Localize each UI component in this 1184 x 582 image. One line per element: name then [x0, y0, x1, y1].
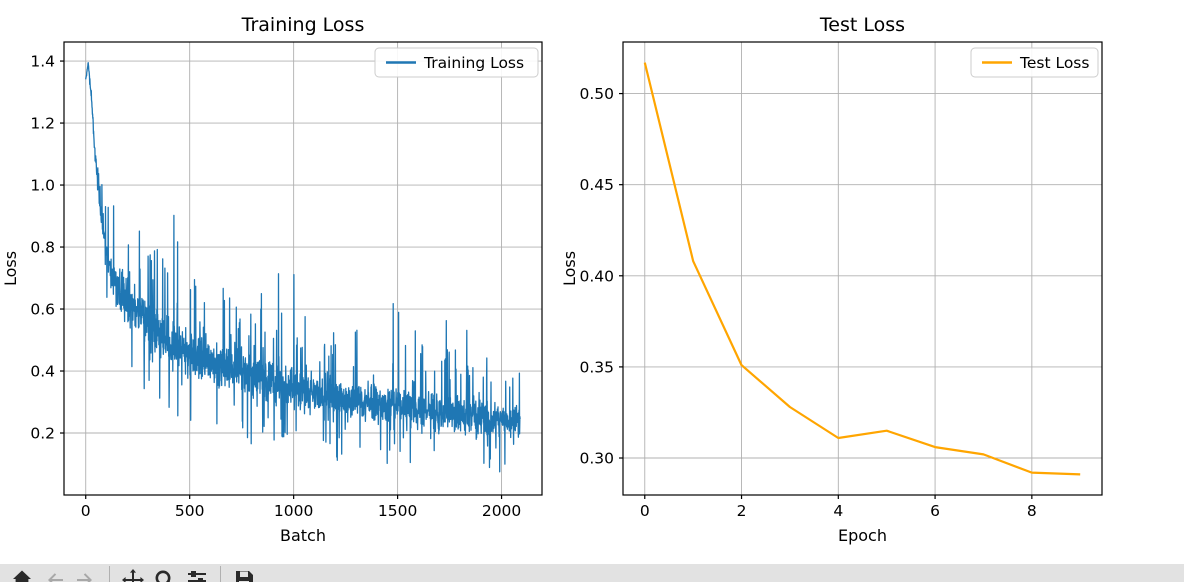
axes-background: [623, 42, 1102, 495]
y-tick-label: 1.2: [30, 115, 55, 133]
test-plot: 0 2 4 6 8 0.30 0.35 0.40 0.45 0.50 Test Loss Epoch L…: [560, 14, 1103, 545]
forward-icon: [77, 573, 92, 582]
forward-button[interactable]: [73, 568, 99, 582]
x-tick-label: 0: [81, 502, 91, 520]
save-icon: [236, 571, 253, 582]
training-line: [85, 61, 521, 473]
legend-label: Test Loss: [1019, 54, 1089, 72]
x-tick-label: 2: [737, 502, 747, 520]
axes-spines: [63, 41, 543, 496]
zoom-icon: [155, 570, 171, 582]
pan-button[interactable]: [120, 568, 146, 582]
test-xlabel: Epoch: [838, 526, 887, 545]
subplots-icon: [188, 571, 206, 582]
save-button[interactable]: [231, 568, 257, 582]
training-ylabel: Loss: [1, 251, 20, 286]
training-plot: 0 500 1000 1500 2000 0.2 0.4 0.6 0.8 1.0 1.2 1.4 Tra…: [1, 14, 543, 545]
training-legend: Training Loss: [374, 47, 539, 78]
x-tick-label: 1000: [274, 502, 313, 520]
test-legend: Test Loss: [970, 47, 1099, 78]
home-button[interactable]: [9, 568, 35, 582]
x-tick-label: 500: [175, 502, 205, 520]
home-icon: [13, 570, 31, 582]
test-line: [643, 62, 1081, 476]
back-icon: [48, 573, 63, 582]
y-tick-label: 0.30: [579, 450, 614, 468]
y-tick-label: 0.8: [30, 239, 55, 257]
x-tick-label: 6: [930, 502, 940, 520]
training-title: Training Loss: [241, 14, 365, 36]
y-tick-label: 0.6: [30, 301, 55, 319]
x-tick-label: 1500: [378, 502, 417, 520]
toolbar-separator: [220, 566, 221, 582]
x-tick-label: 0: [640, 502, 650, 520]
y-tick-label: 0.4: [30, 363, 55, 381]
figure-canvas[interactable]: 0 500 1000 1500 2000 0.2 0.4 0.6 0.8 1.0 1.2 1.4 Tra…: [0, 0, 1184, 564]
test-ylabel: Loss: [560, 251, 579, 286]
y-tick-label: 0.50: [579, 85, 614, 103]
axes-spines: [622, 41, 1103, 496]
y-tick-label: 0.40: [579, 267, 614, 285]
x-tick-label: 4: [833, 502, 843, 520]
matplotlib-toolbar: [0, 564, 1184, 582]
back-button[interactable]: [41, 568, 67, 582]
subplots-button[interactable]: [184, 568, 210, 582]
zoom-button[interactable]: [152, 568, 178, 582]
test-title: Test Loss: [819, 14, 905, 36]
legend-label: Training Loss: [423, 54, 524, 72]
pan-icon: [122, 569, 144, 582]
legend-box: [970, 47, 1099, 78]
y-tick-label: 0.2: [30, 425, 55, 443]
x-tick-label: 8: [1027, 502, 1037, 520]
y-tick-label: 0.45: [579, 176, 614, 194]
x-tick-label: 2000: [482, 502, 521, 520]
training-xlabel: Batch: [280, 526, 326, 545]
y-tick-label: 0.35: [579, 358, 614, 376]
y-tick-label: 1.0: [30, 177, 55, 195]
toolbar-separator: [109, 566, 110, 582]
legend-box: [374, 47, 539, 78]
y-tick-label: 1.4: [30, 53, 55, 71]
